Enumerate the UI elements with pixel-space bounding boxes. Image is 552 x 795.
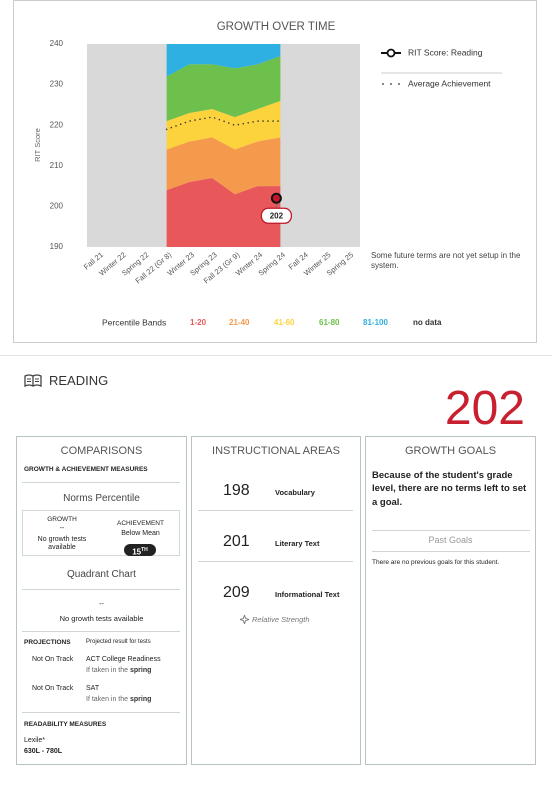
card-title: COMPARISONS xyxy=(60,445,143,457)
area-name: Informational Text xyxy=(275,590,340,599)
area-score: 209 xyxy=(223,584,250,601)
quadrant-note: No growth tests available xyxy=(59,614,144,623)
band-legend-label: 81-100 xyxy=(363,318,388,327)
past-goals-title: Past Goals xyxy=(428,535,473,545)
chart: GROWTH OVER TIME RIT Score 190 200 210 220 2… xyxy=(33,21,502,327)
chart-title: GROWTH OVER TIME xyxy=(217,21,336,33)
past-goals-message: There are no previous goals for this stu… xyxy=(372,559,500,566)
quadrant-value: -- xyxy=(99,601,104,608)
book-icon xyxy=(24,374,42,388)
achievement-value: Below Mean xyxy=(121,530,160,537)
y-tick-label: 240 xyxy=(50,39,64,48)
rule xyxy=(372,530,530,531)
chart-frame xyxy=(13,0,537,343)
season: spring xyxy=(129,696,152,703)
projection-condition: If taken in the spring xyxy=(86,667,151,675)
legend-label: RIT Score: Reading xyxy=(408,47,483,57)
y-tick-label: 220 xyxy=(50,120,64,129)
goals-message: Because of the student's grade level, th… xyxy=(372,470,527,508)
projection-test: SAT xyxy=(86,685,100,692)
legend-swatch xyxy=(398,83,400,85)
area-name: Vocabulary xyxy=(275,488,315,497)
card-title: INSTRUCTIONAL AREAS xyxy=(212,445,340,457)
y-tick-label: 190 xyxy=(50,242,64,251)
band-legend-label: 1-20 xyxy=(190,318,207,327)
lexile-range: 630L - 780L xyxy=(24,748,63,755)
lexile-label: Lexile* xyxy=(24,737,46,744)
band-legend-label: 21-40 xyxy=(229,318,250,327)
band-legend-label: 61-80 xyxy=(319,318,340,327)
subheading: GROWTH & ACHIEVEMENT MEASURES xyxy=(24,466,148,473)
projection-status: Not On Track xyxy=(32,685,74,692)
card-title: GROWTH GOALS xyxy=(404,445,497,457)
band-legend-label: no data xyxy=(413,318,442,327)
rit-point xyxy=(270,192,282,204)
strength-label: Relative Strength xyxy=(252,615,310,624)
percentile-badge: 15TH xyxy=(124,544,156,557)
condition: If taken in the xyxy=(86,667,129,674)
percentile-suffix: TH xyxy=(141,547,148,553)
norms-box xyxy=(22,510,180,556)
growth-label: GROWTH xyxy=(47,516,77,523)
divider xyxy=(0,355,552,356)
percentile-band xyxy=(166,100,281,150)
projection-status: Not On Track xyxy=(32,656,74,663)
projection-test: ACT College Readiness xyxy=(86,656,161,663)
condition: If taken in the xyxy=(86,696,129,703)
band-legend-label: 41-60 xyxy=(274,318,295,327)
percentile-band xyxy=(166,137,281,195)
area-score: 198 xyxy=(223,482,250,499)
rule xyxy=(198,561,353,562)
chart-note: Some future terms are not yet setup in t… xyxy=(371,251,521,270)
quadrant-title: Quadrant Chart xyxy=(67,569,136,580)
area-name: Literary Text xyxy=(275,539,320,548)
y-tick-label: 230 xyxy=(50,80,64,89)
growth-note: No growth tests available xyxy=(37,536,87,552)
rule xyxy=(22,589,180,590)
percentile-band xyxy=(166,177,281,247)
section-title: READING xyxy=(49,373,109,388)
legend-label: Average Achievement xyxy=(408,78,491,88)
projections-title: PROJECTIONS xyxy=(24,639,71,646)
projections-note: Projected result for tests xyxy=(86,639,151,645)
strength-icon xyxy=(240,615,249,624)
norms-title: Norms Percentile xyxy=(63,493,140,504)
average-line xyxy=(165,116,282,131)
legend-swatch xyxy=(382,83,384,85)
percentile: 15 xyxy=(132,547,142,557)
percentile-band xyxy=(166,44,281,77)
data-label: 202 xyxy=(270,211,284,220)
rule xyxy=(22,712,180,713)
area-score: 201 xyxy=(223,533,250,550)
legend-swatch xyxy=(390,83,392,85)
achievement-label: ACHIEVEMENT xyxy=(117,520,164,527)
readability-title: READABILITY MEASURES xyxy=(24,721,107,728)
goals-card xyxy=(365,436,536,765)
percentile-band xyxy=(166,56,281,122)
comparisons-card xyxy=(16,436,187,765)
legend-swatch xyxy=(386,48,396,58)
y-tick-label: 200 xyxy=(50,202,64,211)
instructional-card xyxy=(191,436,361,765)
projection-condition: If taken in the spring xyxy=(86,696,151,704)
y-axis-title: RIT Score xyxy=(33,128,42,162)
y-tick-label: 210 xyxy=(50,161,64,170)
rule xyxy=(372,551,530,552)
rule xyxy=(22,482,180,483)
season: spring xyxy=(129,667,152,674)
growth-value: -- xyxy=(59,525,65,532)
label-box xyxy=(260,207,293,224)
big-score: 202 xyxy=(444,382,525,435)
band-legend-title: Percentile Bands xyxy=(102,317,166,327)
rule xyxy=(22,631,180,632)
rule xyxy=(198,510,353,511)
